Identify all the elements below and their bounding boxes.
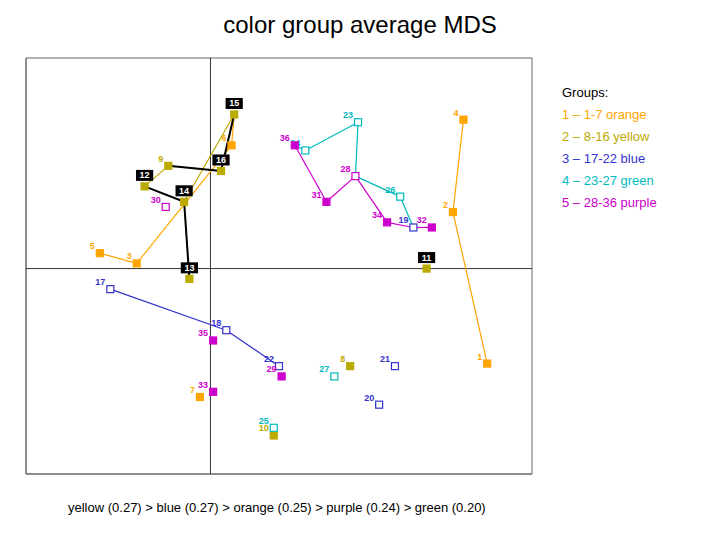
svg-text:15: 15 <box>229 98 239 108</box>
svg-text:35: 35 <box>198 328 208 338</box>
html-text:3 – 17-22 blue: 3 – 17-22 blue <box>562 151 646 166</box>
svg-text:11: 11 <box>422 253 432 263</box>
svg-text:3: 3 <box>127 251 132 261</box>
html-text:color group average MDS: color group average MDS <box>223 11 497 38</box>
svg-text:13: 13 <box>184 263 194 273</box>
svg-text:20: 20 <box>364 393 374 403</box>
svg-text:2: 2 <box>443 200 448 210</box>
svg-text:8: 8 <box>340 354 345 364</box>
svg-text:23: 23 <box>343 110 353 120</box>
svg-text:26: 26 <box>385 185 395 195</box>
svg-text:34: 34 <box>372 210 382 220</box>
svg-text:22: 22 <box>264 354 274 364</box>
svg-text:9: 9 <box>158 154 163 164</box>
svg-text:5: 5 <box>90 241 95 251</box>
svg-text:4: 4 <box>453 108 458 118</box>
svg-text:12: 12 <box>140 170 150 180</box>
svg-text:17: 17 <box>95 277 105 287</box>
svg-text:27: 27 <box>319 364 329 374</box>
svg-text:25: 25 <box>259 416 269 426</box>
svg-text:24: 24 <box>290 138 300 148</box>
svg-text:31: 31 <box>311 190 321 200</box>
svg-text:30: 30 <box>151 195 161 205</box>
html-text:1 – 1-7 orange: 1 – 1-7 orange <box>562 107 647 122</box>
svg-text:18: 18 <box>211 318 221 328</box>
svg-text:21: 21 <box>380 354 390 364</box>
html-text:yellow (0.27) > blue (0.27) >: yellow (0.27) > blue (0.27) > orange (0.… <box>68 500 486 515</box>
svg-text:29: 29 <box>267 364 277 374</box>
svg-text:36: 36 <box>280 133 290 143</box>
svg-text:6: 6 <box>222 133 227 143</box>
html-text:5 – 28-36 purple: 5 – 28-36 purple <box>562 195 657 210</box>
svg-text:16: 16 <box>216 155 226 165</box>
html-text:4 – 23-27 green: 4 – 23-27 green <box>562 173 654 188</box>
svg-text:7: 7 <box>190 385 195 395</box>
html-text:Groups:: Groups: <box>562 85 609 100</box>
html-text:2 – 8-16 yellow: 2 – 8-16 yellow <box>562 129 650 144</box>
svg-text:10: 10 <box>258 423 269 434</box>
svg-text:28: 28 <box>340 164 350 174</box>
svg-text:32: 32 <box>417 215 427 225</box>
svg-text:1: 1 <box>477 352 482 362</box>
svg-text:14: 14 <box>179 186 189 196</box>
svg-text:19: 19 <box>398 215 408 225</box>
svg-text:33: 33 <box>198 380 208 390</box>
